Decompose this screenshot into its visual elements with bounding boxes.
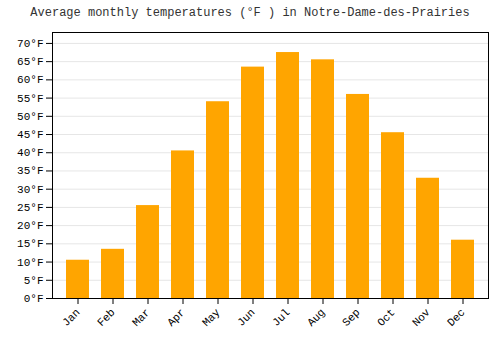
svg-text:Apr: Apr — [165, 306, 187, 328]
svg-text:25°F: 25°F — [17, 202, 43, 214]
svg-text:Mar: Mar — [130, 306, 152, 328]
svg-text:15°F: 15°F — [17, 238, 43, 250]
svg-text:Feb: Feb — [95, 306, 117, 328]
svg-text:60°F: 60°F — [17, 74, 43, 86]
svg-text:70°F: 70°F — [17, 38, 43, 50]
svg-text:Jul: Jul — [270, 306, 292, 328]
svg-text:20°F: 20°F — [17, 220, 43, 232]
svg-text:Dec: Dec — [445, 306, 467, 328]
svg-text:35°F: 35°F — [17, 165, 43, 177]
svg-text:50°F: 50°F — [17, 111, 43, 123]
svg-text:Sep: Sep — [340, 306, 362, 328]
svg-text:10°F: 10°F — [17, 257, 43, 269]
svg-text:May: May — [200, 306, 223, 329]
svg-text:0°F: 0°F — [24, 293, 44, 305]
svg-text:Aug: Aug — [305, 306, 327, 328]
svg-text:40°F: 40°F — [17, 147, 43, 159]
svg-text:5°F: 5°F — [24, 275, 44, 287]
svg-text:55°F: 55°F — [17, 93, 43, 105]
html-text:Average monthly temperatures (: Average monthly temperatures (°F ) in No… — [30, 6, 470, 20]
svg-text:45°F: 45°F — [17, 129, 43, 141]
svg-text:Jan: Jan — [60, 306, 82, 328]
svg-text:30°F: 30°F — [17, 184, 43, 196]
svg-text:Oct: Oct — [375, 306, 397, 328]
svg-text:Nov: Nov — [410, 306, 433, 329]
svg-text:Jun: Jun — [235, 306, 257, 328]
svg-text:65°F: 65°F — [17, 56, 43, 68]
